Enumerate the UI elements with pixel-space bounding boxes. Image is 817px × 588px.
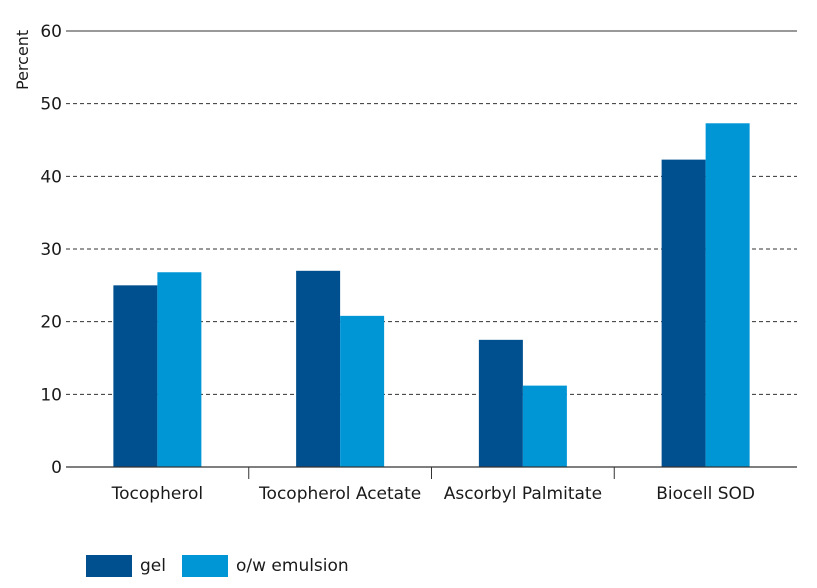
y-tick-label-30: 30	[40, 240, 62, 260]
legend: gel o/w emulsion	[86, 555, 365, 577]
bar-gel-ascorbyl-palmitate	[478, 339, 523, 467]
y-tick-label-40: 40	[40, 167, 62, 187]
legend-swatch-ow-emulsion	[181, 555, 228, 577]
y-tick-label-0: 0	[51, 458, 62, 478]
y-axis-title: Percent	[13, 30, 32, 90]
legend-label-ow-emulsion: o/w emulsion	[235, 556, 349, 576]
bar-ow-emulsion-biocell-sod	[705, 123, 750, 467]
x-tick-label-ascorbyl-palmitate: Ascorbyl Palmitate	[444, 484, 602, 504]
axes: 0 10 20 30 40 50 60 Tocopherol Tocopherol Acetat…	[40, 22, 797, 504]
legend-swatch-gel	[86, 555, 132, 577]
x-tick-label-biocell-sod: Biocell SOD	[656, 484, 755, 504]
bar-ow-emulsion-tocopherol-acetate	[340, 315, 385, 467]
bar-gel-tocopherol-acetate	[296, 270, 341, 467]
y-tick-label-20: 20	[40, 313, 62, 333]
legend-label-gel: gel	[140, 556, 166, 576]
legend-item-gel: gel	[86, 555, 166, 577]
x-tick-label-tocopherol-acetate: Tocopherol Acetate	[258, 484, 421, 504]
y-tick-label-10: 10	[40, 385, 62, 405]
bar-ow-emulsion-ascorbyl-palmitate	[522, 385, 567, 467]
legend-item-ow-emulsion: o/w emulsion	[181, 555, 349, 577]
bars	[113, 123, 750, 467]
x-tick-label-tocopherol: Tocopherol	[111, 484, 203, 504]
bar-ow-emulsion-tocopherol	[157, 272, 202, 467]
y-tick-label-60: 60	[40, 22, 62, 42]
bar-gel-tocopherol	[113, 285, 158, 467]
bar-gel-biocell-sod	[661, 159, 706, 467]
y-tick-label-50: 50	[40, 95, 62, 115]
